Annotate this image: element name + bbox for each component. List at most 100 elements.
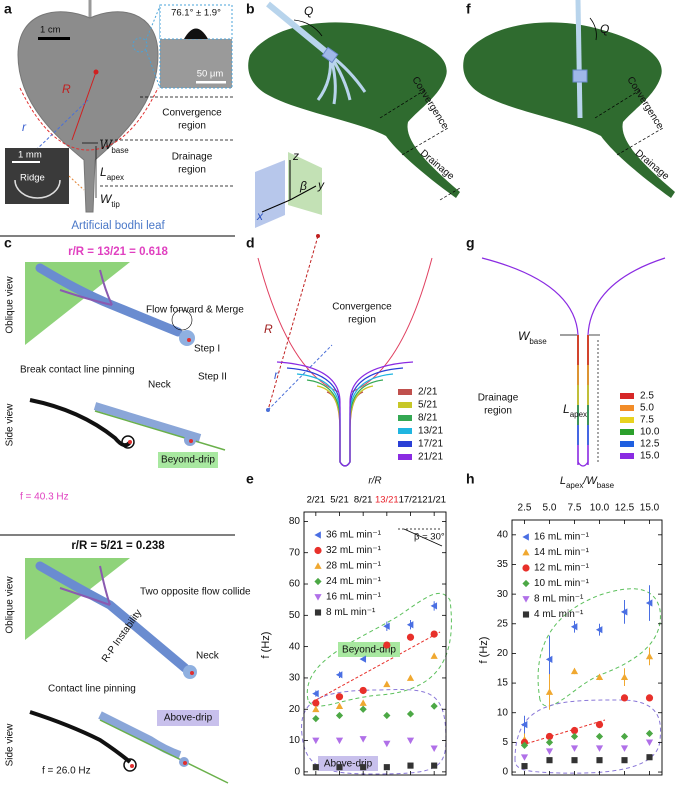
boundary-line (439, 187, 461, 201)
point (545, 688, 554, 695)
legend-swatch (398, 402, 412, 408)
note: Contact line pinning (48, 684, 136, 695)
annotation: β = 30° (414, 532, 445, 543)
point (406, 710, 415, 718)
point (645, 739, 654, 746)
point (383, 680, 391, 688)
point (595, 626, 603, 634)
fit-line (315, 631, 441, 701)
surface (99, 719, 229, 784)
boundary-line (616, 127, 664, 156)
point (312, 705, 320, 713)
point (359, 736, 367, 743)
point (312, 715, 320, 723)
point (359, 686, 367, 695)
frequency: f = 26.0 Hz (42, 766, 91, 777)
legend-label: 8/21 (418, 413, 438, 424)
legend-label: 16 mL min⁻¹ (326, 592, 382, 603)
leaf-group (463, 22, 675, 199)
legend-label: 28 mL min⁻¹ (326, 561, 382, 572)
x-tick-label: 21/21 (422, 495, 446, 506)
panel-label: d (246, 235, 255, 251)
point (545, 655, 553, 663)
point (406, 737, 415, 745)
y-tick-label: 0 (502, 767, 508, 778)
case-title: r/R = 5/21 = 0.238 (71, 540, 165, 552)
point (620, 694, 629, 702)
point (430, 652, 438, 659)
point (570, 623, 578, 631)
panel-label: a (4, 1, 12, 17)
annotation: Beyond-drip (342, 645, 396, 656)
surface (94, 410, 226, 451)
region-label: region (484, 406, 512, 417)
point (595, 673, 604, 681)
x-tick-label: 8/21 (354, 495, 373, 506)
side-profile (29, 710, 132, 764)
y-tick-label: 40 (289, 641, 301, 652)
channel-segment (577, 335, 589, 465)
point (545, 748, 554, 755)
legend-marker (522, 533, 529, 541)
note: Break contact line pinning (20, 365, 135, 376)
note: Flow forward & Merge (146, 305, 244, 316)
x-tick-label: 7.5 (568, 503, 582, 514)
funnel-curve (276, 361, 414, 467)
legend-label: 21/21 (418, 452, 443, 463)
boundary-line (594, 89, 641, 119)
legend-swatch (398, 428, 412, 434)
side-flow (98, 711, 182, 759)
legend-swatch (398, 454, 412, 460)
region-outline (514, 699, 661, 774)
zoom-line (68, 175, 85, 191)
x-tick-label: 15.0 (640, 503, 660, 514)
panel-label: b (246, 1, 255, 17)
ridge-scale: 1 mm (18, 150, 42, 161)
legend-swatch (620, 417, 634, 423)
legend-label: 15.0 (640, 451, 660, 462)
flow-label: Q (600, 22, 609, 36)
funnel-curve (296, 373, 394, 467)
droplet (183, 665, 197, 679)
tube (266, 1, 332, 58)
point (383, 740, 391, 748)
legend-label: 13/21 (418, 426, 443, 437)
point (383, 764, 390, 771)
legend-label: 14 mL min⁻¹ (534, 547, 590, 558)
zoom-circle (132, 37, 148, 53)
tube (316, 53, 367, 105)
legend-label: 2.5 (640, 391, 654, 402)
tube (575, 0, 583, 119)
legend-swatch (398, 415, 412, 421)
panel-label: e (246, 471, 254, 487)
radius-label: R (264, 322, 273, 336)
panel-label: h (466, 471, 475, 487)
droplet (123, 758, 137, 772)
arrow (589, 17, 597, 41)
flow-channel (35, 561, 190, 673)
contact-angle: 76.1° ± 1.9° (171, 8, 221, 19)
axis-label: x (256, 209, 264, 223)
droplet-dot (187, 338, 191, 342)
step-circle (171, 309, 193, 331)
point (545, 738, 554, 746)
y-tick-label: 50 (289, 610, 301, 621)
x-tick-label: 13/21 (375, 495, 399, 506)
radius-line (267, 235, 319, 411)
axis (289, 185, 317, 201)
point (571, 757, 578, 764)
dimension-label: Lapex (100, 165, 124, 181)
leaf (248, 22, 460, 199)
scale-bar (196, 81, 226, 84)
point (430, 702, 438, 710)
legend-label: 7.5 (640, 415, 654, 426)
dimension-label: Wtip (100, 192, 120, 208)
legend-label: 4 mL min⁻¹ (534, 609, 584, 620)
boundary-line (401, 127, 449, 156)
legend-marker (522, 596, 530, 603)
legend-label: 5.0 (640, 403, 654, 414)
channel-outline (481, 257, 666, 467)
point (383, 711, 391, 720)
x-axis-title: r/R (368, 476, 381, 487)
legend-label: 36 mL min⁻¹ (326, 530, 382, 541)
